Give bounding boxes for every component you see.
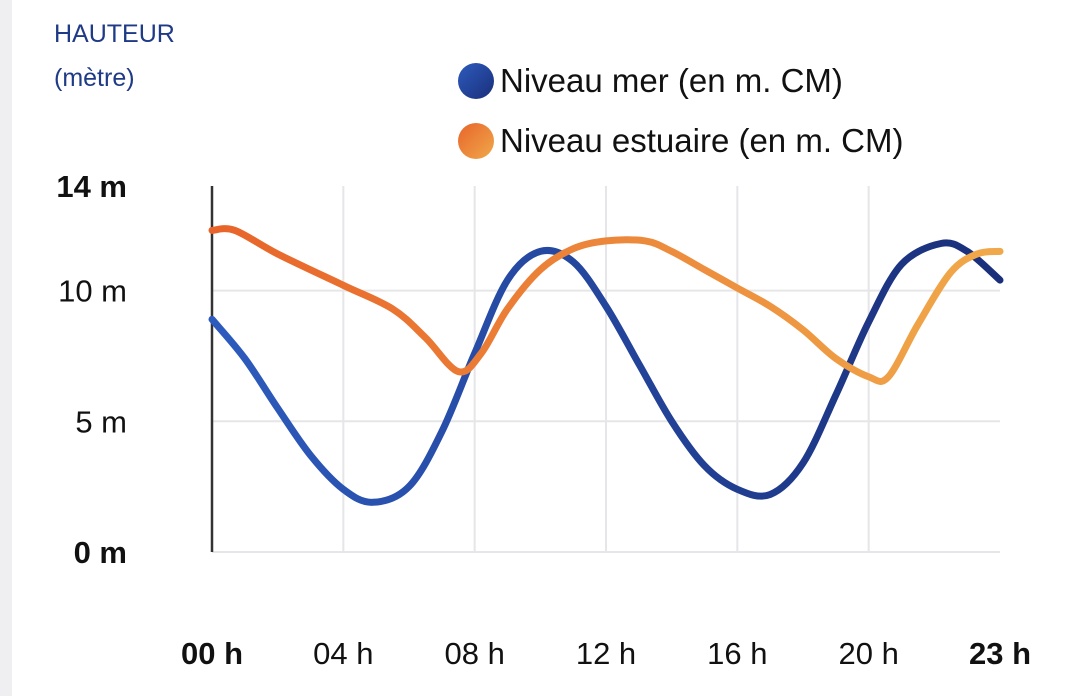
legend-marker-niveau-mer [458,63,494,99]
y-tick-labels: 0 m 5 m 10 m 14 m [56,169,127,570]
legend-marker-niveau-estuaire [458,123,494,159]
legend-label-niveau-mer: Niveau mer (en m. CM) [500,62,843,99]
x-tick-label: 00 h [181,636,243,671]
x-tick-label: 20 h [838,636,898,671]
x-tick-label: 04 h [313,636,373,671]
x-tick-label: 12 h [576,636,636,671]
y-axis-unit: (mètre) [54,64,135,92]
x-tick-label: 23 h [969,636,1031,671]
y-tick-label: 14 m [56,169,127,204]
legend-label-niveau-estuaire: Niveau estuaire (en m. CM) [500,122,904,159]
y-axis-title: HAUTEUR [54,20,175,48]
y-tick-label: 10 m [58,274,127,309]
x-tick-label: 08 h [444,636,504,671]
x-tick-label: 16 h [707,636,767,671]
legend-item-niveau-mer: Niveau mer (en m. CM) [458,62,843,100]
y-tick-label: 0 m [74,535,127,570]
page-edge-strip [0,0,12,696]
series-line-niveau-mer [208,239,1004,506]
series [208,225,1004,506]
x-tick-labels: 00 h 04 h 08 h 12 h 16 h 20 h 23 h [181,636,1031,671]
y-tick-label: 5 m [75,404,127,439]
series-line-niveau-estuaire [208,225,1004,385]
legend-item-niveau-estuaire: Niveau estuaire (en m. CM) [458,122,903,160]
